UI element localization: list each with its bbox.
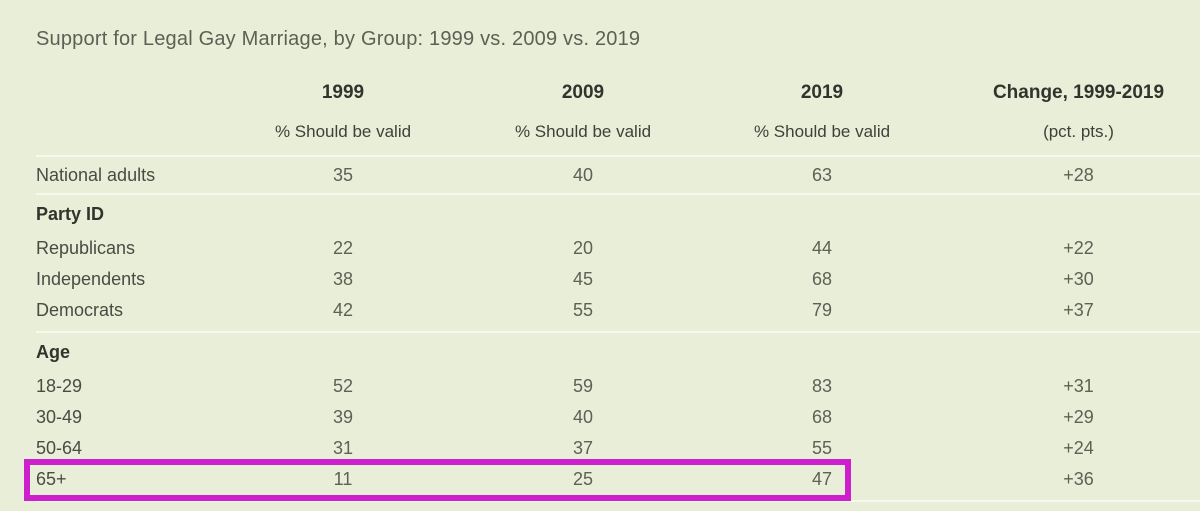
value-2009: 59 — [572, 376, 594, 396]
value-change: +22 — [1063, 238, 1094, 258]
row-label: Republicans — [36, 238, 136, 258]
value-2019: 68 — [811, 269, 833, 289]
section-header: Party ID — [36, 203, 105, 224]
value-2019: 44 — [811, 238, 833, 258]
section-party-id: Party ID Republicans 22 20 44 +22 Indepe… — [36, 195, 1200, 331]
value-change: +36 — [1063, 469, 1094, 489]
value-1999: 35 — [332, 164, 354, 185]
value-2009: 20 — [572, 238, 594, 258]
value-2019: 63 — [811, 164, 833, 185]
row-label: 50-64 — [36, 438, 83, 458]
table-row-democrats: Democrats 42 55 79 +37 — [36, 295, 1200, 326]
table-row-30-49: 30-49 39 40 68 +29 — [36, 402, 1200, 433]
table-row-50-64: 50-64 31 37 55 +24 — [36, 433, 1200, 464]
row-label: 65+ — [36, 469, 67, 489]
row-label: 18-29 — [36, 376, 83, 396]
divider — [36, 331, 1200, 333]
section-header: Age — [36, 341, 71, 362]
column-headers-years: 1999 2009 2019 Change, 1999-2019 — [36, 78, 1200, 108]
value-1999: 22 — [332, 238, 354, 258]
column-header-2009: 2009 — [561, 82, 605, 103]
column-header-spacer — [36, 93, 223, 94]
value-1999: 52 — [332, 376, 354, 396]
table-row-65-plus: 65+ 11 25 47 +36 — [24, 459, 1200, 501]
value-1999: 31 — [332, 438, 354, 458]
column-header-change: Change, 1999-2019 — [992, 82, 1165, 103]
column-subheader-1999: % Should be valid — [274, 122, 412, 141]
value-2009: 40 — [572, 407, 594, 427]
value-2009: 45 — [572, 269, 594, 289]
value-2009: 55 — [572, 300, 594, 320]
table-row-republicans: Republicans 22 20 44 +22 — [36, 233, 1200, 264]
section-age: Age 18-29 52 59 83 +31 30-49 39 40 68 +2… — [24, 333, 1200, 501]
value-1999: 38 — [332, 269, 354, 289]
value-2019: 47 — [811, 469, 833, 489]
value-2009: 25 — [572, 469, 594, 489]
value-2019: 83 — [811, 376, 833, 396]
value-change: +37 — [1063, 300, 1094, 320]
divider — [36, 193, 1200, 195]
column-header-1999: 1999 — [321, 82, 365, 103]
row-label: National adults — [36, 164, 156, 185]
value-1999: 11 — [333, 469, 353, 489]
column-subheader-2019: % Should be valid — [753, 122, 891, 141]
column-header-2019: 2019 — [800, 82, 844, 103]
row-label: Independents — [36, 269, 146, 289]
column-subheader-2009: % Should be valid — [514, 122, 652, 141]
value-change: +31 — [1063, 376, 1094, 396]
page-title: Support for Legal Gay Marriage, by Group… — [36, 28, 641, 50]
column-subheader-change: (pct. pts.) — [1043, 122, 1114, 141]
table-row-national-adults: National adults 35 40 63 +28 — [36, 157, 1200, 193]
divider — [36, 500, 1200, 502]
value-2009: 40 — [572, 164, 594, 185]
row-label: Democrats — [36, 300, 124, 320]
column-subheader-spacer — [36, 132, 223, 133]
value-change: +24 — [1063, 438, 1094, 458]
column-subheaders: % Should be valid % Should be valid % Sh… — [36, 117, 1200, 147]
table-row-18-29: 18-29 52 59 83 +31 — [36, 371, 1200, 402]
table-row-independents: Independents 38 45 68 +30 — [36, 264, 1200, 295]
value-change: +29 — [1063, 407, 1094, 427]
value-2019: 68 — [811, 407, 833, 427]
row-label: 30-49 — [36, 407, 83, 427]
value-1999: 42 — [332, 300, 354, 320]
divider — [36, 155, 1200, 157]
value-1999: 39 — [332, 407, 354, 427]
value-2019: 55 — [811, 438, 833, 458]
value-change: +30 — [1063, 269, 1094, 289]
value-change: +28 — [1063, 164, 1094, 185]
value-2009: 37 — [572, 438, 594, 458]
value-2019: 79 — [811, 300, 833, 320]
